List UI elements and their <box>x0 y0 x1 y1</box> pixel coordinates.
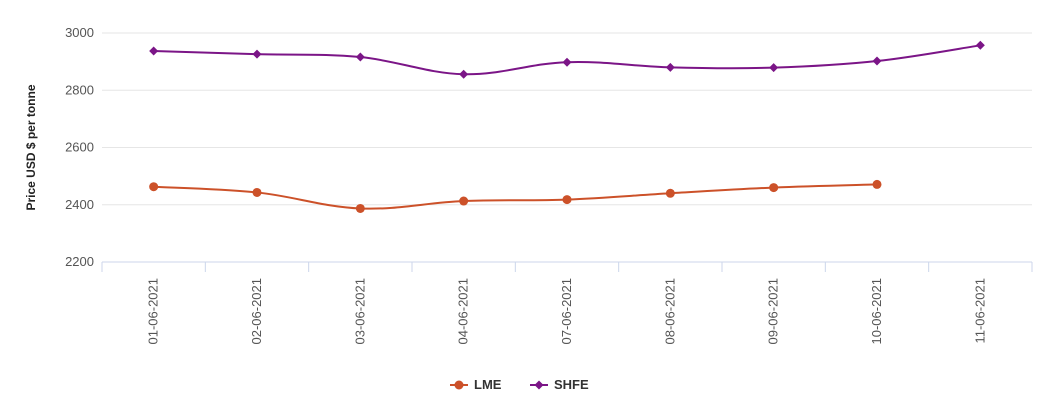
legend-label: LME <box>474 377 502 392</box>
x-tick-label: 09-06-2021 <box>766 278 781 345</box>
x-tick-label: 01-06-2021 <box>146 278 161 345</box>
data-point[interactable] <box>872 56 882 66</box>
data-point[interactable] <box>769 63 779 73</box>
data-point[interactable] <box>975 40 985 50</box>
data-point[interactable] <box>562 195 572 205</box>
series-shfe <box>149 40 985 79</box>
y-axis: 2200 2400 2600 2800 3000 <box>65 25 94 269</box>
grid-lines <box>102 32 1032 206</box>
data-point[interactable] <box>355 52 365 62</box>
data-point[interactable] <box>665 62 675 72</box>
data-point[interactable] <box>252 187 262 197</box>
data-point[interactable] <box>872 179 882 189</box>
x-tick-label: 02-06-2021 <box>249 278 264 345</box>
x-tick-label: 08-06-2021 <box>662 278 677 345</box>
y-tick-label: 2800 <box>65 82 94 97</box>
x-tick-label: 11-06-2021 <box>972 278 987 344</box>
data-point[interactable] <box>149 46 159 56</box>
data-point[interactable] <box>769 183 779 193</box>
legend-label: SHFE <box>554 377 589 392</box>
y-axis-title: Price USD $ per tonne <box>24 84 38 210</box>
y-tick-label: 2600 <box>65 140 94 155</box>
legend-marker <box>454 380 464 390</box>
x-tick-label: 04-06-2021 <box>456 278 471 345</box>
legend[interactable]: LME SHFE <box>450 377 589 392</box>
x-axis: 01-06-2021 02-06-2021 03-06-2021 04-06-2021… <box>101 261 1033 345</box>
data-point[interactable] <box>459 69 469 79</box>
legend-item-shfe[interactable]: SHFE <box>530 377 589 392</box>
y-tick-label: 2400 <box>65 197 94 212</box>
data-point[interactable] <box>252 49 262 59</box>
legend-item-lme[interactable]: LME <box>450 377 502 392</box>
x-tick-label: 10-06-2021 <box>869 278 884 345</box>
legend-marker <box>534 380 544 390</box>
y-tick-label: 2200 <box>65 254 94 269</box>
data-point[interactable] <box>149 182 159 192</box>
series-lme <box>149 179 882 213</box>
data-point[interactable] <box>665 188 675 198</box>
series-line-lme <box>153 183 878 210</box>
data-point[interactable] <box>355 203 365 213</box>
x-tick-label: 03-06-2021 <box>352 278 367 345</box>
series-layer <box>149 40 985 213</box>
x-tick-label: 07-06-2021 <box>559 278 574 345</box>
data-point[interactable] <box>562 57 572 67</box>
data-point[interactable] <box>459 196 469 206</box>
y-tick-label: 3000 <box>65 25 94 40</box>
